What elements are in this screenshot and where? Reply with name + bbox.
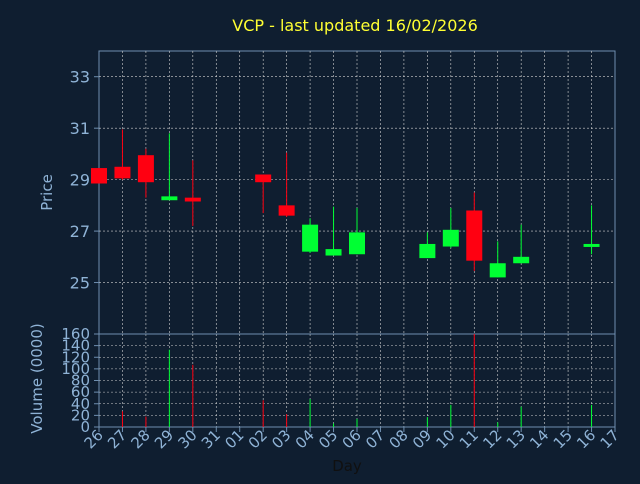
candle-body <box>255 174 272 183</box>
candle-body <box>302 224 319 252</box>
volume-y-tick-label: 60 <box>71 383 90 401</box>
candle-body <box>489 263 506 278</box>
price-axis-label: Price <box>38 174 56 211</box>
volume-y-tick-label: 100 <box>61 360 90 378</box>
candle-body <box>137 155 154 183</box>
volume-y-tick-label: 20 <box>71 406 90 424</box>
price-y-tick-label: 33 <box>70 68 90 87</box>
candle-body <box>325 249 342 256</box>
candle-body <box>442 229 459 247</box>
price-y-tick-label: 27 <box>70 222 90 241</box>
volume-y-tick-label: 0 <box>80 418 90 436</box>
price-panel: 25 27 29 31 33 Price <box>38 50 616 335</box>
price-y-tick-label: 31 <box>70 119 90 138</box>
x-axis-label: Day <box>332 457 362 475</box>
candle-body <box>114 166 131 179</box>
volume-y-tick-label: 160 <box>61 325 90 343</box>
volume-axis-label: Volume (0000) <box>28 323 46 433</box>
candle-body <box>349 232 365 255</box>
price-y-tick-label: 25 <box>70 274 90 293</box>
candle-body <box>184 197 201 202</box>
volume-y-tick-label: 120 <box>61 348 90 366</box>
candle-body <box>419 243 436 259</box>
candle-body <box>513 256 530 264</box>
price-y-tick-label: 29 <box>70 171 90 190</box>
volume-y-tick-label: 80 <box>71 372 90 390</box>
candle-body <box>583 243 600 247</box>
candle-body <box>466 210 483 261</box>
volume-y-tick-label: 140 <box>61 337 90 355</box>
volume-y-tick-label: 40 <box>71 395 90 413</box>
candle-body <box>161 196 178 201</box>
candle-body <box>278 205 295 216</box>
chart-title: VCP - last updated 16/02/2026 <box>232 16 478 35</box>
candle-body <box>91 168 107 184</box>
